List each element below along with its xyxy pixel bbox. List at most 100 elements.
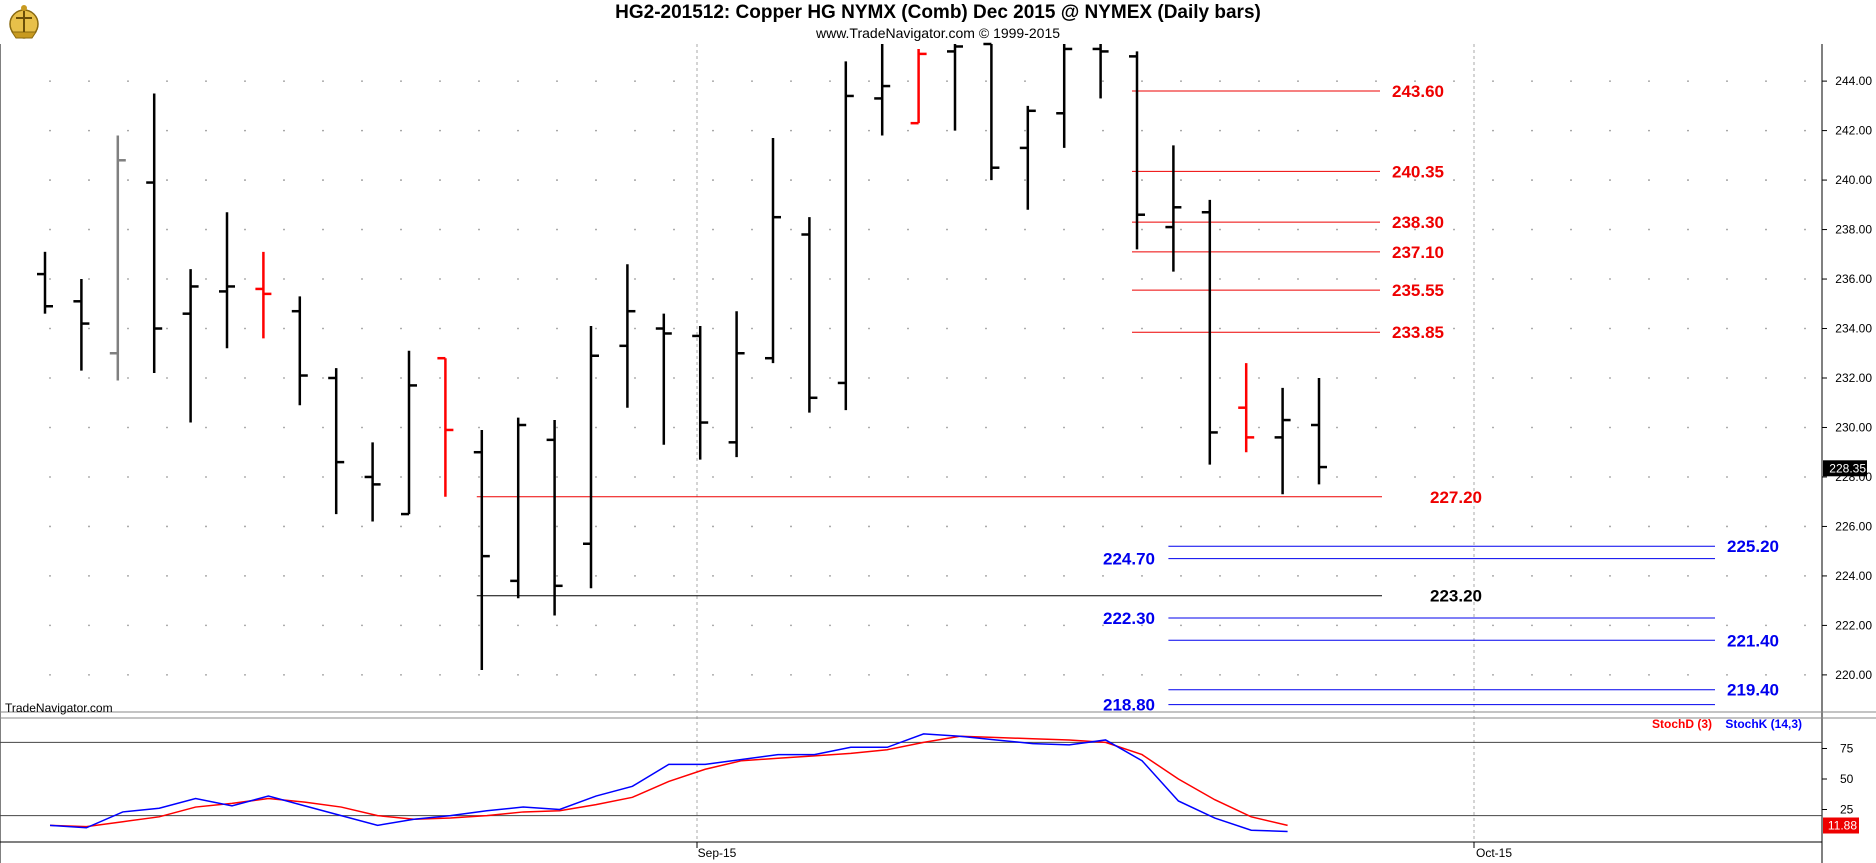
grid-dot <box>283 129 285 132</box>
grid-dot <box>1414 525 1416 528</box>
grid-dot <box>400 327 402 330</box>
grid-dot <box>946 179 948 181</box>
grid-dot <box>1102 575 1104 577</box>
grid-dot <box>88 476 90 478</box>
grid-dot <box>790 179 792 181</box>
grid-dot <box>283 575 285 577</box>
grid-dot <box>985 624 987 627</box>
grid-dot <box>205 426 207 429</box>
grid-dot <box>1765 377 1767 379</box>
grid-dot <box>1726 476 1728 478</box>
y-tick-label: 238.00 <box>1835 223 1872 237</box>
grid-dot <box>1765 129 1767 132</box>
grid-dot <box>1180 179 1182 181</box>
grid-dot <box>1531 228 1533 231</box>
grid-dot <box>985 673 987 676</box>
grid-dot <box>712 624 714 627</box>
grid-dot <box>1648 575 1650 577</box>
grid-dot <box>790 80 792 83</box>
grid-dot <box>946 575 948 577</box>
grid-dot <box>283 80 285 83</box>
grid-dot <box>829 624 831 627</box>
grid-dot <box>1609 228 1611 231</box>
grid-dot <box>1102 525 1104 528</box>
date-axis: Sep-15 Oct-15 <box>0 841 1822 860</box>
grid-dot <box>244 525 246 528</box>
grid-dot <box>244 179 246 181</box>
grid-dot <box>1570 575 1572 577</box>
grid-dot <box>1648 327 1650 330</box>
grid-dot <box>829 525 831 528</box>
grid-dot <box>790 327 792 330</box>
grid-dot <box>1765 278 1767 280</box>
grid-dot <box>400 624 402 627</box>
grid-dot <box>283 624 285 627</box>
grid-dot <box>1180 673 1182 676</box>
grid-dot <box>1492 327 1494 330</box>
grid-dot <box>946 476 948 478</box>
grid-dot <box>1414 673 1416 676</box>
grid-dot <box>1063 575 1065 577</box>
grid-dot <box>127 575 129 577</box>
grid-dot <box>1375 80 1377 83</box>
title-bar: HG2-201512: Copper HG NYMX (Comb) Dec 20… <box>0 0 1876 44</box>
grid-dot <box>322 179 324 181</box>
grid-dot <box>1687 278 1689 280</box>
grid-dot <box>1024 673 1026 676</box>
grid-dot <box>1804 327 1806 330</box>
grid-dot <box>1024 129 1026 132</box>
grid-dot <box>1180 525 1182 528</box>
y-tick-label: 236.00 <box>1835 272 1872 286</box>
grid-dot <box>1570 80 1572 83</box>
grid-dot <box>1219 426 1221 429</box>
grid-dot <box>868 624 870 627</box>
grid-dot <box>1375 179 1377 181</box>
grid-dot <box>1570 278 1572 280</box>
grid-dot <box>439 327 441 330</box>
grid-dot <box>1453 575 1455 577</box>
grid-dot <box>361 476 363 478</box>
grid-dot <box>361 228 363 231</box>
grid-dot <box>166 228 168 231</box>
grid-dot <box>127 179 129 181</box>
grid-dot <box>712 575 714 577</box>
grid-dot <box>244 80 246 83</box>
grid-dot <box>205 673 207 676</box>
grid-dot <box>478 624 480 627</box>
grid-dot <box>1687 377 1689 379</box>
grid-dot <box>127 426 129 429</box>
grid-dot <box>1804 525 1806 528</box>
grid-dot <box>673 525 675 528</box>
level-label: 225.20 <box>1727 537 1779 556</box>
grid-dot <box>634 476 636 478</box>
grid-dot <box>1180 476 1182 478</box>
grid-dot <box>1726 673 1728 676</box>
grid-dot <box>1648 80 1650 83</box>
grid-dot <box>595 129 597 132</box>
grid-dot <box>1219 129 1221 132</box>
grid-dot <box>829 673 831 676</box>
grid-dot <box>1531 426 1533 429</box>
grid-dot <box>556 575 558 577</box>
grid-dot <box>673 179 675 181</box>
grid-dot <box>1102 327 1104 330</box>
grid-dot <box>1180 129 1182 132</box>
grid-dot <box>283 377 285 379</box>
grid-dot <box>439 228 441 231</box>
grid-dot <box>1453 80 1455 83</box>
grid-dot <box>478 673 480 676</box>
grid-dot <box>907 80 909 83</box>
grid-dot <box>868 327 870 330</box>
grid-dot <box>712 476 714 478</box>
grid-dot <box>556 624 558 627</box>
grid-dot <box>49 426 51 429</box>
stoch-last-box <box>1823 817 1859 834</box>
grid-dot <box>166 575 168 577</box>
grid-dot <box>244 624 246 627</box>
level-label: 227.20 <box>1430 488 1482 507</box>
grid-dot <box>1687 426 1689 429</box>
grid-dot <box>907 228 909 231</box>
grid-dot <box>556 179 558 181</box>
grid-dot <box>1453 327 1455 330</box>
